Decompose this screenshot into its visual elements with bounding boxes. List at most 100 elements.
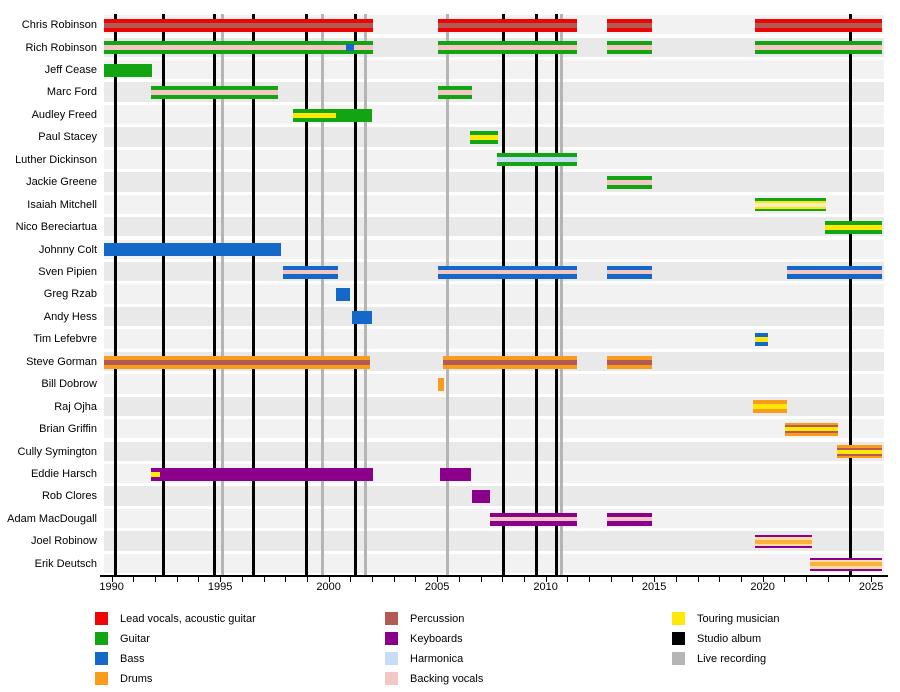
axis-tick bbox=[176, 577, 178, 582]
timeline-bar bbox=[607, 265, 652, 279]
live-recording-line bbox=[364, 14, 368, 575]
role-stripe bbox=[787, 270, 882, 275]
row-band bbox=[104, 59, 884, 80]
row-band bbox=[104, 374, 884, 394]
timeline-bar bbox=[439, 467, 471, 481]
live-recording-line bbox=[320, 14, 324, 575]
axis-tick bbox=[155, 577, 156, 582]
legend-label: Percussion bbox=[410, 613, 465, 625]
role-stripe bbox=[755, 202, 827, 207]
role-stripe bbox=[438, 90, 472, 96]
live-recording-line bbox=[445, 14, 449, 575]
role-stripe bbox=[293, 112, 337, 118]
timeline-bar bbox=[293, 108, 372, 122]
role-stripe bbox=[497, 157, 578, 163]
axis-tick bbox=[545, 577, 547, 582]
role-stripe bbox=[151, 471, 161, 477]
member-label: Brian Griffin bbox=[39, 423, 97, 436]
event-lines-layer bbox=[114, 14, 852, 575]
legend-swatch bbox=[95, 612, 108, 625]
axis-tick bbox=[133, 577, 135, 582]
studio-album-line bbox=[161, 14, 165, 575]
axis-tick bbox=[393, 577, 395, 582]
studio-album-line bbox=[114, 14, 118, 575]
axis-tick bbox=[437, 577, 439, 582]
role-stripe bbox=[438, 45, 578, 51]
row-band bbox=[104, 486, 884, 506]
axis-baseline bbox=[100, 575, 888, 577]
legend-swatch bbox=[672, 652, 685, 665]
axis-tick bbox=[502, 577, 504, 582]
role-stripe bbox=[755, 22, 882, 28]
role-stripe bbox=[104, 45, 374, 51]
axis-tick bbox=[654, 577, 656, 582]
timeline-bar bbox=[151, 467, 374, 481]
axis-tick-label: 1995 bbox=[207, 581, 233, 593]
member-label: Greg Rzab bbox=[43, 288, 97, 301]
timeline-bar bbox=[438, 86, 472, 100]
role-stripe bbox=[438, 22, 578, 28]
timeline-bar bbox=[336, 288, 351, 302]
member-label: Audley Freed bbox=[31, 108, 97, 121]
axis-tick bbox=[632, 577, 634, 582]
role-stripe bbox=[607, 179, 652, 185]
member-label: Marc Ford bbox=[46, 86, 97, 99]
timeline-bar bbox=[755, 198, 827, 212]
row-band bbox=[104, 553, 884, 574]
axis-tick bbox=[111, 577, 113, 582]
role-stripe bbox=[607, 517, 652, 522]
role-stripe bbox=[825, 224, 882, 230]
timeline-bar bbox=[104, 18, 374, 32]
member-label: Paul Stacey bbox=[38, 131, 97, 144]
role-stripe bbox=[607, 45, 652, 51]
row-band bbox=[104, 82, 884, 102]
member-label: Tim Lefebvre bbox=[33, 333, 97, 346]
role-stripe bbox=[607, 359, 652, 365]
axis-tick bbox=[567, 577, 569, 582]
timeline-bar bbox=[825, 220, 882, 234]
row-band bbox=[104, 284, 884, 304]
legend-swatch bbox=[385, 612, 398, 625]
member-label: Rob Clores bbox=[41, 490, 97, 503]
studio-album-line bbox=[305, 14, 309, 575]
studio-album-line bbox=[535, 14, 539, 575]
legend-label: Studio album bbox=[697, 633, 762, 645]
studio-album-line bbox=[354, 14, 358, 575]
timeline-bar bbox=[470, 131, 499, 144]
studio-album-line bbox=[848, 14, 852, 575]
timeline-bar bbox=[443, 355, 578, 369]
timeline-bar bbox=[151, 86, 278, 100]
timeline-bar bbox=[607, 41, 652, 55]
row-band bbox=[104, 441, 884, 461]
member-label: Cully Symington bbox=[17, 445, 97, 458]
timeline-bar bbox=[104, 355, 370, 369]
row-band bbox=[104, 217, 884, 237]
axis-tick bbox=[263, 577, 265, 582]
legend-label: Touring musician bbox=[697, 613, 780, 625]
role-stripe bbox=[490, 517, 577, 522]
legend-swatch bbox=[385, 652, 398, 665]
legend-label: Backing vocals bbox=[410, 673, 484, 685]
timeline-bar bbox=[438, 265, 578, 279]
timeline-bar bbox=[753, 400, 788, 414]
row-band bbox=[104, 396, 884, 416]
axis-tick bbox=[849, 577, 851, 582]
member-label: Isaiah Mitchell bbox=[27, 198, 97, 211]
role-stripe bbox=[283, 270, 338, 275]
timeline-bar bbox=[837, 445, 882, 459]
axis-tick bbox=[328, 577, 330, 582]
legend-label: Guitar bbox=[120, 633, 150, 645]
axis-tick bbox=[697, 577, 699, 582]
axis-tick bbox=[372, 577, 373, 582]
x-axis: 1990 1995 2000 2005 2010 2015 2020 2025 bbox=[99, 575, 888, 593]
studio-album-line bbox=[554, 14, 558, 575]
member-label: Chris Robinson bbox=[21, 19, 97, 31]
role-stripe bbox=[785, 427, 839, 432]
axis-tick bbox=[198, 577, 200, 582]
legend-label: Harmonica bbox=[410, 653, 464, 665]
timeline-bar bbox=[607, 18, 652, 32]
axis-tick bbox=[589, 577, 590, 582]
member-label: Luther Dickinson bbox=[15, 153, 97, 166]
role-stripe bbox=[810, 562, 882, 566]
